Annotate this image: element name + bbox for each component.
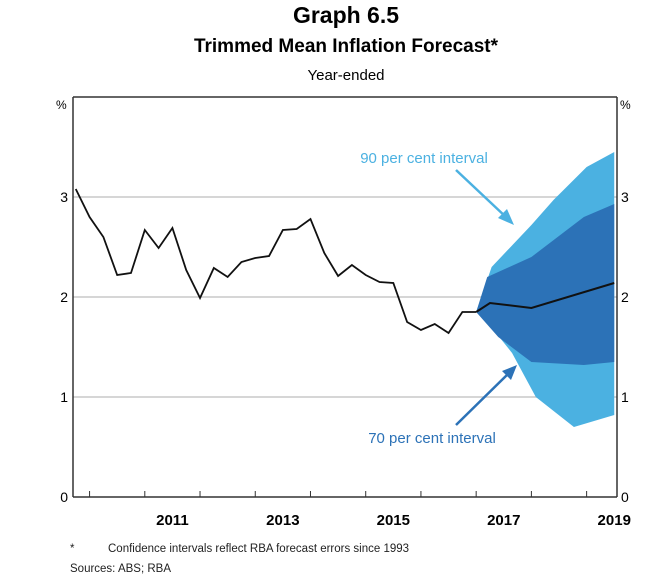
y-tick-label-right: 1 [621, 389, 629, 405]
y-tick-label-right: 3 [621, 189, 629, 205]
y-tick-label-left: 2 [60, 289, 68, 305]
x-tick-label: 2017 [487, 512, 520, 529]
y-tick-label-right: 2 [621, 289, 629, 305]
footnote-text: Confidence intervals reflect RBA forecas… [108, 543, 410, 555]
x-tick-label: 2011 [156, 512, 189, 529]
chart-unit-note: Year-ended [307, 67, 385, 84]
x-tick-label: 2015 [377, 512, 410, 529]
arrow-90-interval [455, 169, 508, 219]
x-tick-label: 2019 [598, 512, 631, 529]
y-tick-label-right: 0 [621, 489, 629, 505]
footnote-marker: * [70, 543, 75, 555]
chart-subtitle: Trimmed Mean Inflation Forecast* [193, 36, 499, 57]
annotation-70-interval: 70 per cent interval [368, 430, 496, 447]
arrow-head-90 [498, 209, 514, 225]
forecast-line [475, 282, 615, 313]
arrow-70-interval [455, 371, 511, 426]
y-tick-label-left: 3 [60, 189, 68, 205]
annotation-90-interval: 90 per cent interval [360, 150, 488, 167]
chart-title: Graph 6.5 [292, 2, 400, 28]
y-tick-label-left: 0 [60, 489, 68, 505]
sources-text: Sources: ABS; RBA [70, 563, 171, 575]
y-axis-unit-left: % [56, 98, 67, 112]
x-tick-label: 2013 [266, 512, 299, 529]
actual-inflation-line [74, 188, 477, 335]
arrow-head-70 [502, 365, 517, 380]
interval-70-band [476, 204, 615, 365]
y-tick-label-left: 1 [60, 389, 68, 405]
y-axis-unit-right: % [620, 98, 631, 112]
